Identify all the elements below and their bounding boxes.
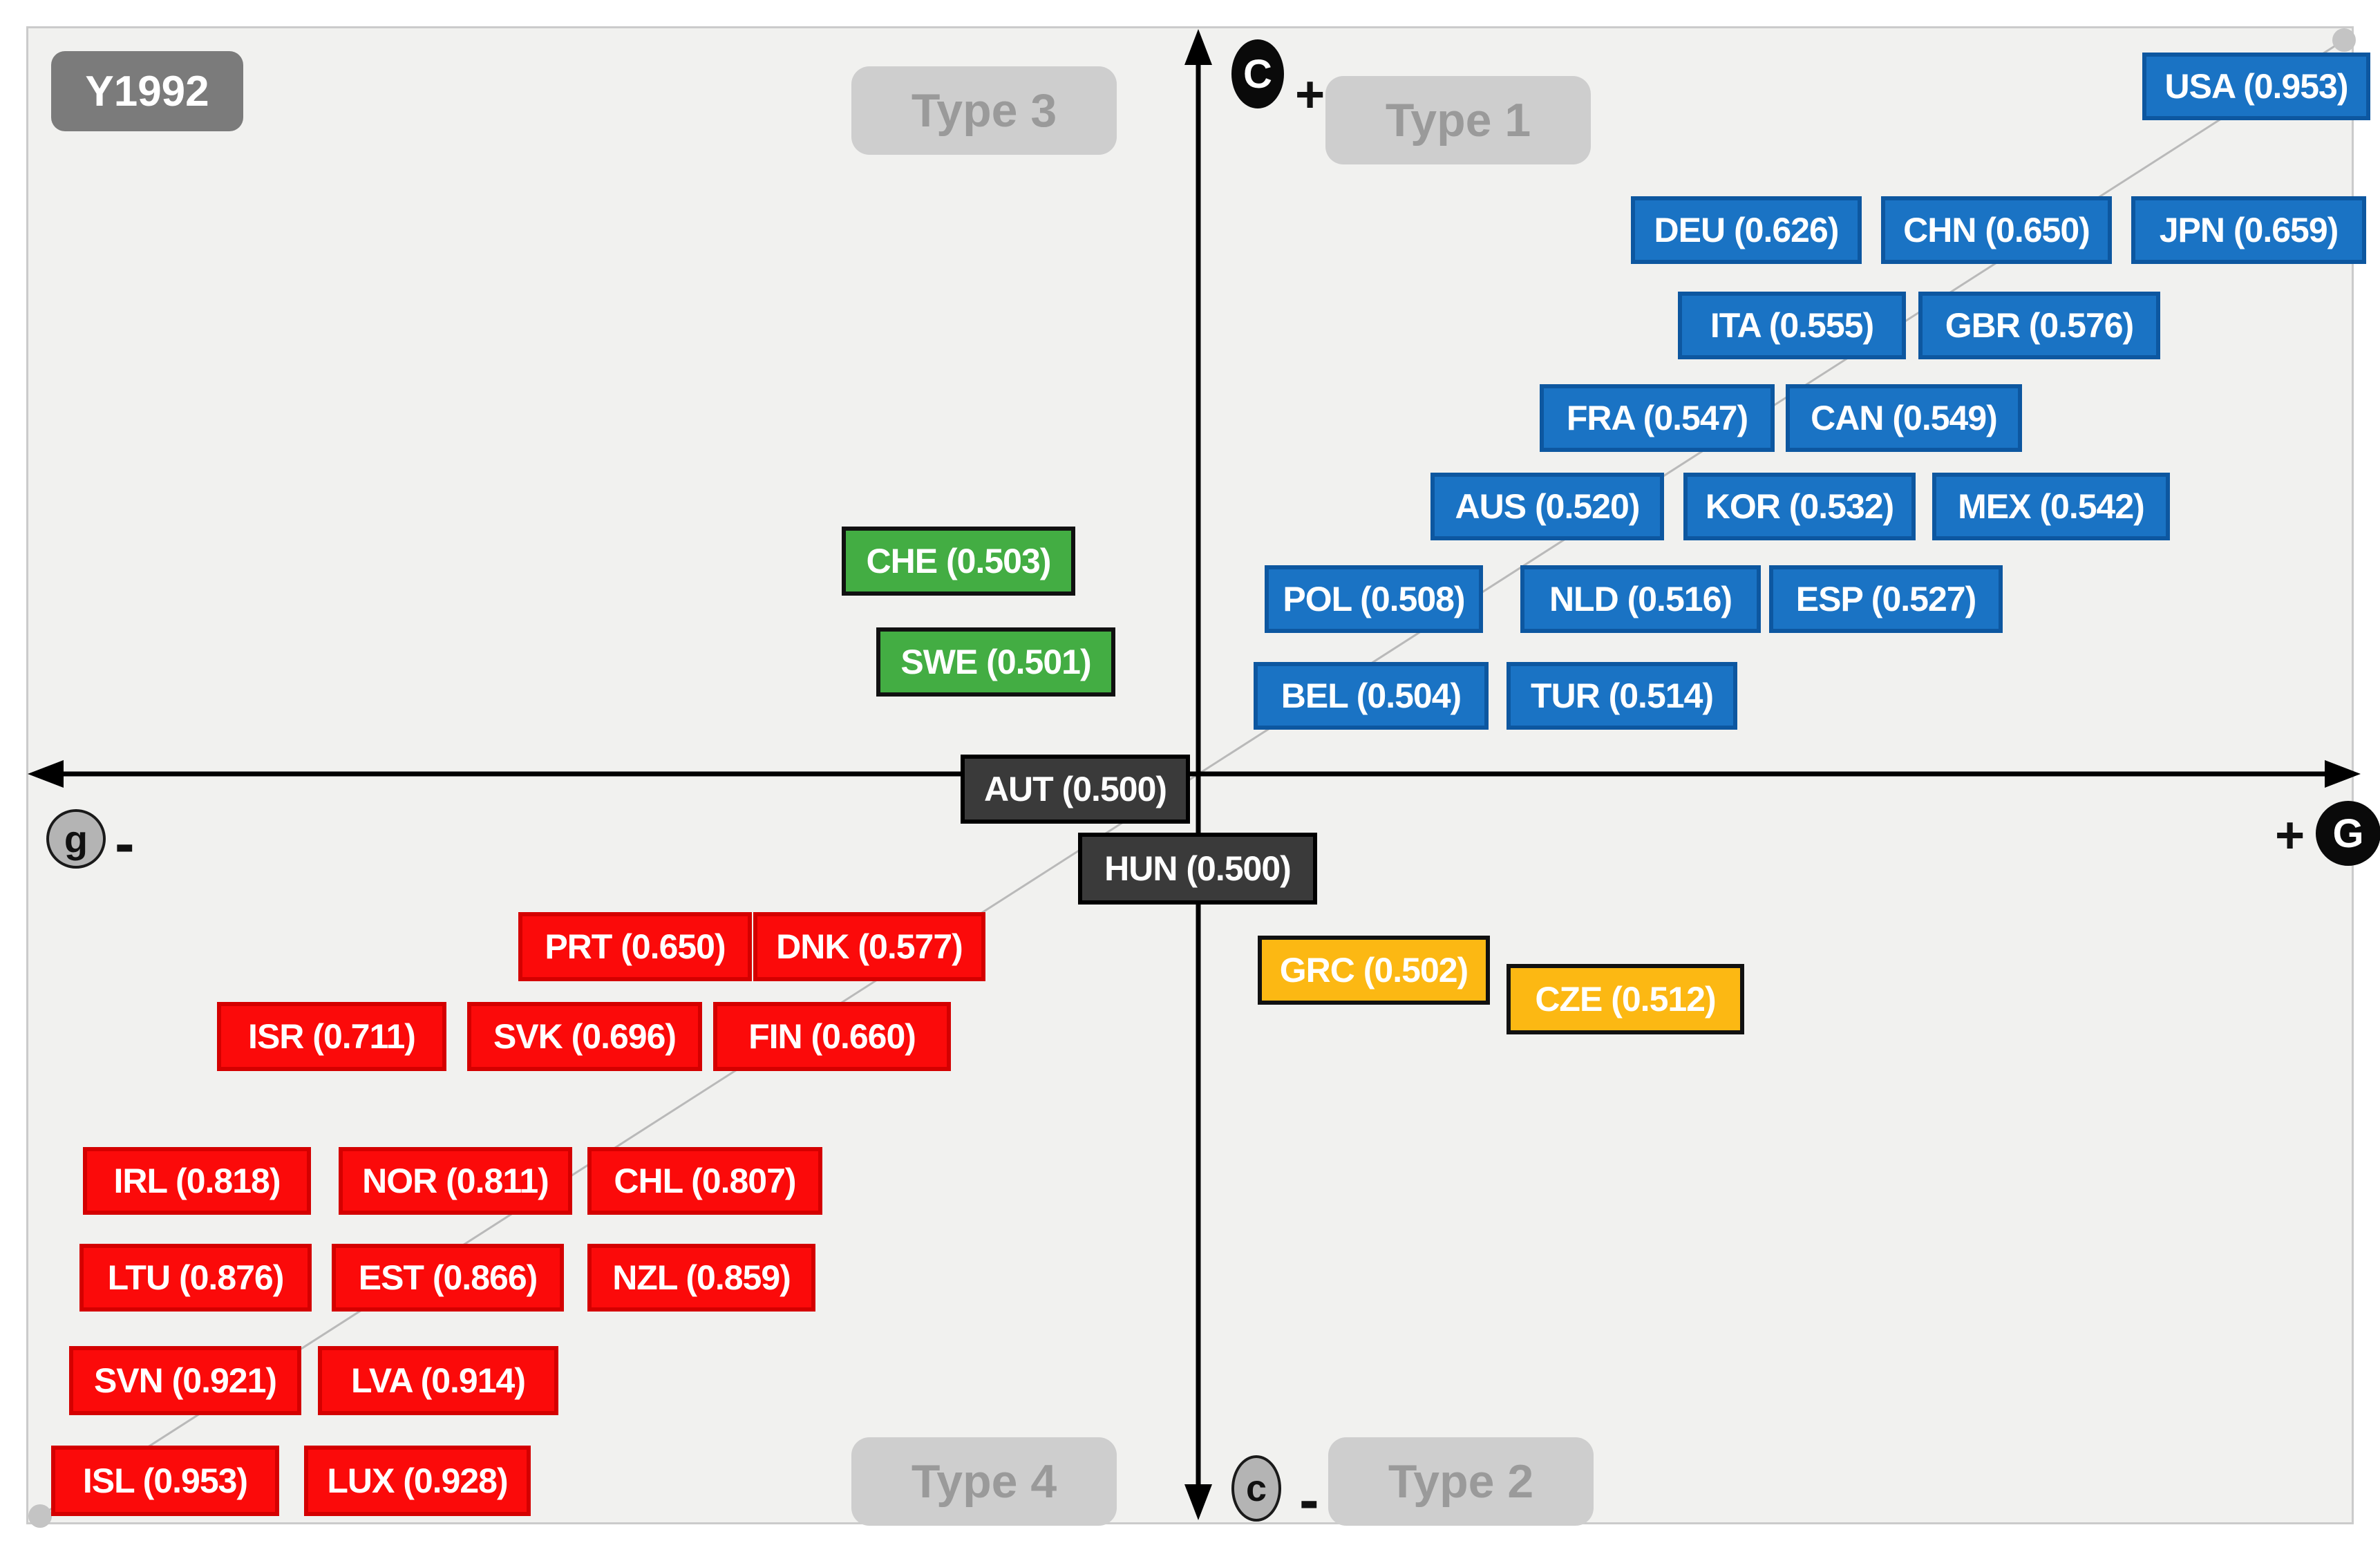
country-box-can: CAN (0.549) bbox=[1786, 384, 2022, 452]
country-box-svn: SVN (0.921) bbox=[69, 1346, 301, 1415]
arrow-left-icon bbox=[28, 760, 64, 788]
country-box-che: CHE (0.503) bbox=[842, 527, 1075, 596]
country-box-pol: POL (0.508) bbox=[1265, 565, 1483, 633]
arrow-right-icon bbox=[2325, 760, 2361, 788]
country-box-ita: ITA (0.555) bbox=[1678, 292, 1906, 359]
y-axis-negative-label: c bbox=[1231, 1455, 1281, 1522]
country-box-fin: FIN (0.660) bbox=[713, 1002, 951, 1071]
quadrant-label-type1: Type 1 bbox=[1325, 76, 1591, 164]
country-box-esp: ESP (0.527) bbox=[1769, 565, 2003, 633]
country-box-aut: AUT (0.500) bbox=[961, 755, 1190, 824]
country-box-jpn: JPN (0.659) bbox=[2131, 196, 2366, 264]
country-box-isr: ISR (0.711) bbox=[217, 1002, 446, 1071]
country-box-prt: PRT (0.650) bbox=[518, 912, 752, 981]
x-axis-positive-label: G bbox=[2316, 801, 2380, 866]
x-axis-negative-label: g bbox=[46, 809, 106, 869]
country-box-mex: MEX (0.542) bbox=[1932, 473, 2170, 540]
country-box-nld: NLD (0.516) bbox=[1520, 565, 1761, 633]
diagonal-endpoint-dot bbox=[2332, 28, 2356, 52]
country-box-gbr: GBR (0.576) bbox=[1918, 292, 2160, 359]
country-box-svk: SVK (0.696) bbox=[467, 1002, 702, 1071]
country-box-dnk: DNK (0.577) bbox=[753, 912, 985, 981]
country-box-tur: TUR (0.514) bbox=[1507, 662, 1737, 730]
arrow-up-icon bbox=[1184, 29, 1212, 65]
year-badge: Y1992 bbox=[51, 51, 243, 131]
country-box-nzl: NZL (0.859) bbox=[587, 1244, 815, 1312]
country-box-bel: BEL (0.504) bbox=[1254, 662, 1489, 730]
country-box-fra: FRA (0.547) bbox=[1540, 384, 1775, 452]
y-axis-negative-sign: - bbox=[1299, 1467, 1319, 1533]
country-box-est: EST (0.866) bbox=[332, 1244, 564, 1312]
country-box-kor: KOR (0.532) bbox=[1683, 473, 1916, 540]
country-box-cze: CZE (0.512) bbox=[1507, 964, 1744, 1034]
quadrant-label-type2: Type 2 bbox=[1328, 1437, 1594, 1526]
country-box-chn: CHN (0.650) bbox=[1881, 196, 2112, 264]
arrow-down-icon bbox=[1184, 1484, 1212, 1520]
country-box-aus: AUS (0.520) bbox=[1430, 473, 1664, 540]
country-box-ltu: LTU (0.876) bbox=[79, 1244, 312, 1312]
country-box-nor: NOR (0.811) bbox=[339, 1147, 572, 1215]
quadrant-label-type4: Type 4 bbox=[851, 1437, 1117, 1526]
country-box-isl: ISL (0.953) bbox=[51, 1446, 279, 1516]
country-box-deu: DEU (0.626) bbox=[1631, 196, 1862, 264]
y-axis-positive-label: C bbox=[1231, 39, 1284, 108]
country-box-chl: CHL (0.807) bbox=[587, 1147, 822, 1215]
country-box-usa: USA (0.953) bbox=[2142, 53, 2370, 120]
y-axis-positive-sign: + bbox=[1295, 66, 1325, 123]
country-box-lux: LUX (0.928) bbox=[304, 1446, 531, 1516]
country-box-irl: IRL (0.818) bbox=[83, 1147, 311, 1215]
country-box-swe: SWE (0.501) bbox=[876, 627, 1115, 697]
x-axis-negative-sign: - bbox=[115, 811, 135, 877]
diagonal-endpoint-dot bbox=[28, 1504, 52, 1528]
country-box-lva: LVA (0.914) bbox=[318, 1346, 558, 1415]
quadrant-label-type3: Type 3 bbox=[851, 66, 1117, 155]
x-axis-positive-sign: + bbox=[2275, 806, 2305, 864]
country-box-grc: GRC (0.502) bbox=[1258, 936, 1490, 1005]
country-box-hun: HUN (0.500) bbox=[1078, 833, 1317, 905]
